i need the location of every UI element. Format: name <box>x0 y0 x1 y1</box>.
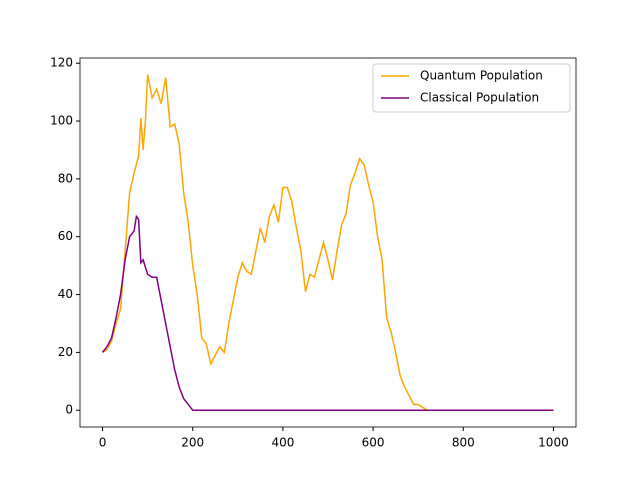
data-line <box>102 74 554 411</box>
x-tick-label: 1000 <box>538 436 569 450</box>
x-tick-label: 600 <box>362 436 385 450</box>
x-tick-label: 400 <box>271 436 294 450</box>
x-tick-label: 200 <box>181 436 204 450</box>
y-tick-label: 60 <box>58 229 73 243</box>
y-tick-label: 80 <box>58 171 73 185</box>
x-tick-label: 0 <box>99 436 107 450</box>
y-tick-label: 40 <box>58 287 73 301</box>
y-tick-label: 0 <box>65 403 73 417</box>
data-line <box>101 214 554 411</box>
legend-label: Quantum Population <box>420 69 543 83</box>
legend-box <box>372 63 571 113</box>
y-tick-label: 100 <box>50 114 73 128</box>
legend-label: Classical Population <box>420 91 539 105</box>
y-tick-label: 120 <box>50 56 73 70</box>
y-tick-label: 20 <box>58 345 73 359</box>
x-tick-label: 800 <box>452 436 475 450</box>
plot-frame <box>79 57 577 428</box>
